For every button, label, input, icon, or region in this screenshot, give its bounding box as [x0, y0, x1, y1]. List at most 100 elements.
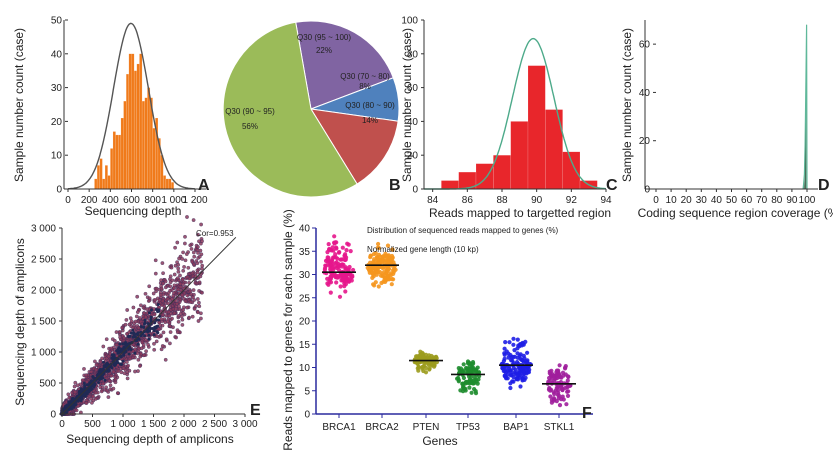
panel-f-point [342, 253, 347, 258]
panel-e-x-tick-label: 2 500 [202, 419, 227, 430]
panel-e-core-point [134, 335, 137, 339]
panel-d-ylabel: Sample number count (case) [620, 28, 634, 182]
panel-f-y-tick-label: 25 [299, 293, 311, 304]
panel-e-core-point [116, 351, 120, 355]
panel-c-x-tick-label: 86 [462, 195, 474, 206]
panel-e-point [183, 258, 188, 263]
panel-c-bars [441, 65, 598, 190]
panel-f-y-tick-label: 35 [299, 247, 311, 258]
panel-e-point [94, 363, 99, 367]
panel-a-bar [136, 63, 140, 190]
panel-f-point [508, 381, 513, 386]
panel-f-point [511, 336, 516, 341]
panel-f-point [503, 340, 508, 345]
panel-e-core-point [131, 328, 135, 332]
panel-f-point [380, 258, 386, 263]
panel-e-point [113, 377, 118, 382]
panel-f-point [416, 365, 421, 370]
panel-e-core-point [102, 360, 105, 364]
panel-e-core-point [112, 363, 116, 367]
panel-e-core-point [70, 400, 74, 404]
panel-a-bar [110, 148, 114, 190]
panel-f-x-tick-label: TP53 [456, 422, 480, 433]
panel-e-point [126, 363, 130, 368]
panel-f-y-tick-label: 0 [304, 410, 310, 421]
panel-e-point [175, 240, 180, 245]
panel-e-point [163, 279, 168, 284]
panel-f-point [339, 257, 344, 262]
panel-f-point [343, 257, 348, 262]
panel-f-point [560, 370, 566, 375]
panel-f-point [559, 383, 564, 388]
panel-f-point [473, 391, 479, 396]
panel-f-point [373, 251, 378, 256]
panel-e-point [107, 379, 112, 383]
panel-e-point [174, 335, 178, 340]
panel-e-letter: E [250, 402, 261, 419]
panel-f-point [338, 284, 343, 289]
panel-e-y-tick-label: 500 [39, 379, 56, 390]
panel-e-y-tick-label: 1 500 [31, 317, 56, 328]
panel-f-point [380, 265, 385, 271]
panel-e-core-point [132, 333, 136, 336]
panel-e-core-point [156, 324, 159, 328]
panel-e-point [190, 271, 195, 276]
panel-f-point [565, 393, 571, 398]
panel-e-core-point [119, 355, 123, 359]
panel-e-point [177, 300, 182, 304]
panel-e-point [170, 297, 174, 301]
panel-e-point [138, 364, 142, 368]
panel-f-point [384, 258, 389, 263]
panel-e-core-point [129, 331, 133, 335]
panel-e-point [101, 344, 106, 349]
panel-d-y-tick-label: 0 [644, 185, 650, 196]
panel-e-point [182, 305, 186, 310]
panel-c-ylabel: Sample number count (case) [400, 28, 414, 182]
panel-f-point [418, 349, 423, 354]
panel-e-core-point [103, 378, 107, 382]
panel-e-point [188, 243, 193, 248]
panel-e-point [194, 304, 198, 308]
panel-c: 84 86 88 90 92 94 0 20 40 60 80 100 Reads mapped t… [400, 16, 618, 221]
panel-e-point [197, 254, 202, 259]
panel-a-bar [165, 178, 169, 190]
panel-f-x-tick-label: BRCA2 [365, 422, 399, 433]
panel-f-point [461, 362, 466, 367]
panel-e-point [159, 333, 163, 338]
panel-f-point [458, 366, 463, 371]
panel-e-point [200, 290, 204, 295]
panel-e-point [125, 376, 130, 381]
panel-e-point [180, 317, 185, 322]
panel-e-point [158, 293, 163, 297]
panel-f-point [389, 277, 395, 282]
panel-e-point [72, 384, 77, 389]
panel-f-point [375, 255, 380, 260]
panel-a-bar [120, 117, 124, 190]
panel-f-point [560, 394, 565, 399]
panel-e-point [128, 316, 133, 321]
panel-f-point [509, 358, 514, 363]
panel-e: 0 500 1 000 1 500 2 000 2 500 3 000 0 500 1 000 1… [13, 215, 261, 446]
panel-e-core-point [142, 325, 146, 329]
panel-e-core-point [112, 353, 116, 357]
panel-e-point [123, 322, 128, 327]
panel-f-medians [322, 264, 576, 385]
panel-e-point [133, 369, 137, 374]
panel-e-core-point [155, 330, 159, 334]
panel-e-x-tick-label: 2 000 [171, 419, 196, 430]
panel-f-legend-1: Distribution of sequenced reads mapped t… [367, 226, 559, 235]
panel-f-point [515, 360, 520, 365]
panel-e-point [177, 304, 181, 309]
panel-e-core-point [136, 342, 140, 346]
panel-e-core-point [156, 303, 160, 306]
panel-c-y-tick-label: 0 [412, 185, 418, 196]
panel-e-point [131, 305, 136, 310]
panel-e-point [197, 300, 201, 305]
panel-e-point [99, 389, 104, 394]
panel-e-core-point [62, 407, 66, 411]
panel-f-point [525, 350, 530, 355]
panel-e-y-tick-label: 3 000 [31, 224, 56, 235]
panel-e-core-point [139, 325, 143, 329]
panel-f-point [518, 352, 523, 357]
